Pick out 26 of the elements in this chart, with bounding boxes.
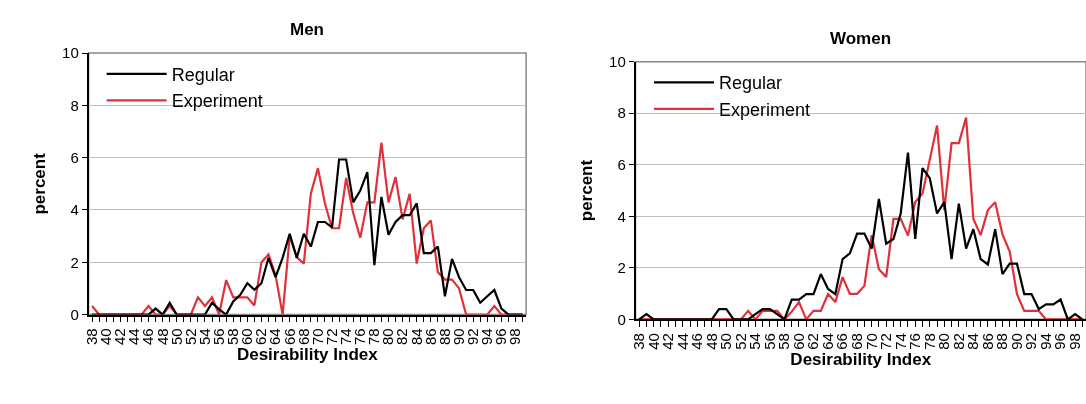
y-axis-title: percent [577,159,597,222]
y-tick-label: 2 [70,253,79,271]
legend-label: Experiment [171,91,263,112]
y-tick-label: 0 [617,310,626,328]
y-tick-label: 8 [70,96,79,114]
x-tick-label: 68 [848,333,865,350]
x-tick-label: 38 [82,328,100,346]
x-axis-title: Desirability Index [236,345,379,365]
x-tick-label: 66 [833,333,851,350]
y-tick-label: 4 [70,201,79,219]
legend-label: Regular [171,64,235,85]
legend-label: Regular [719,73,783,94]
x-tick-label: 70 [862,333,880,350]
chart-title: Men [290,20,324,39]
y-tick-label: 6 [617,156,626,174]
y-tick-label: 6 [70,148,79,166]
x-axis-title: Desirability Index [790,349,932,369]
y-tick-label: 8 [617,104,626,122]
y-tick-label: 10 [62,44,79,62]
chart-title: Women [830,29,892,48]
y-tick-label: 10 [609,52,626,70]
legend-label: Experiment [719,99,811,120]
y-tick-label: 4 [617,207,626,225]
y-tick-label: 2 [617,259,626,277]
y-tick-label: 0 [70,305,79,323]
y-axis-title: percent [30,152,50,215]
